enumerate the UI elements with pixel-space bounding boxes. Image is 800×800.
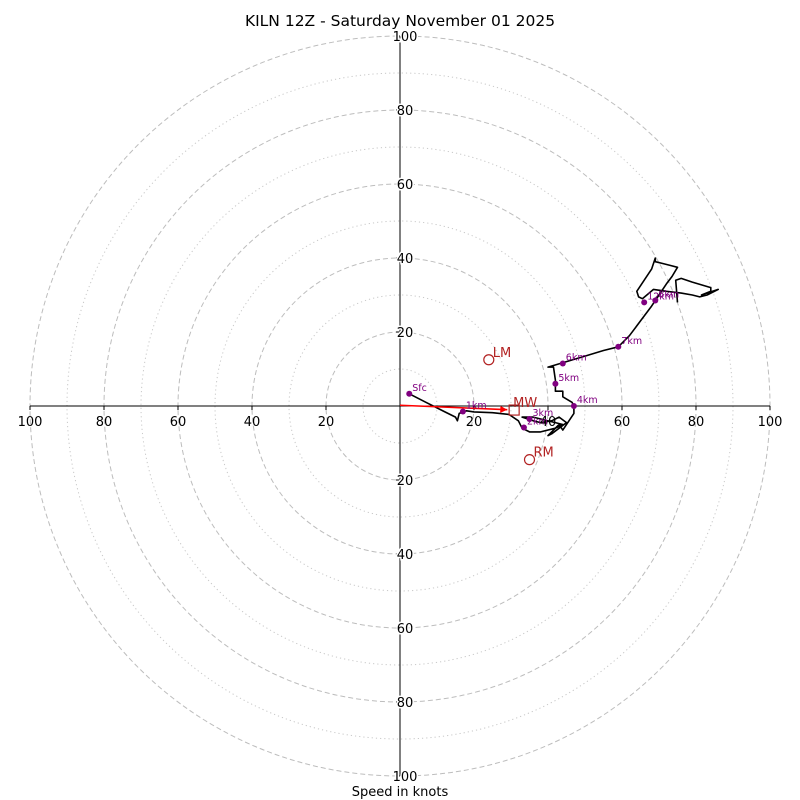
storm-motion-arrow: [399, 404, 508, 411]
mean-wind-marker: [508, 404, 520, 416]
chart-title: KILN 12Z - Saturday November 01 2025: [245, 12, 555, 30]
height-marker-dot: [570, 403, 577, 409]
x-tick-label: 20: [318, 415, 335, 430]
height-marker-label: 5km: [558, 373, 579, 384]
height-marker-dot: [552, 380, 559, 387]
height-marker-label: 6km: [566, 352, 587, 363]
height-marker-dot: [459, 408, 466, 415]
x-tick-label: 20: [466, 415, 483, 430]
height-marker-dot: [559, 360, 566, 367]
height-marker-dot: [406, 390, 413, 397]
height-marker-dot: [615, 343, 622, 350]
height-marker-label: 3km: [533, 408, 554, 419]
y-tick-label: 100: [393, 770, 418, 785]
left-mover-marker: [483, 354, 495, 366]
height-marker-label: 2km: [527, 416, 548, 427]
y-tick-label: 40: [397, 548, 414, 563]
y-tick-label: 20: [397, 474, 414, 489]
x-tick-label: 100: [758, 415, 783, 430]
x-tick-label: 60: [170, 415, 187, 430]
height-marker-label: 12km: [647, 291, 674, 302]
y-tick-label: 80: [397, 104, 414, 119]
height-marker-label: 4km: [577, 395, 598, 406]
right-mover-marker: [523, 454, 536, 466]
y-tick-label: 60: [397, 622, 414, 637]
y-tick-label: 40: [397, 252, 414, 267]
left-mover-label: LM: [493, 346, 511, 361]
wind-trace: [408, 257, 720, 437]
storm-motion: MW LM RM: [399, 346, 554, 466]
y-tick-label: 60: [397, 178, 414, 193]
height-marker-dot: [526, 415, 533, 422]
height-marker-label: 1km: [466, 401, 487, 412]
height-marker-label: 7km: [621, 336, 642, 347]
x-tick-label: 40: [540, 415, 557, 430]
hodograph-line: [408, 257, 720, 437]
x-tick-label: 40: [244, 415, 261, 430]
y-tick-label: 100: [393, 30, 418, 45]
storm-motion-arrowhead: [500, 405, 508, 413]
mean-wind-label: MW: [513, 396, 537, 411]
height-marker-dot: [520, 424, 527, 431]
x-tick-label: 80: [96, 415, 113, 430]
y-tick-label: 80: [397, 696, 414, 711]
height-marker-label: 8km: [658, 290, 679, 301]
x-tick-label: 60: [614, 415, 631, 430]
x-axis-label: Speed in knots: [352, 785, 449, 800]
y-tick-label: 20: [397, 326, 414, 341]
tick-labels: 100 80 60 40 20 20 40 60 80 100 100 80 60 40 20 20 40 60 8…: [18, 29, 783, 787]
height-marker-dot: [652, 297, 659, 304]
height-marker-dot: [641, 299, 648, 306]
x-tick-label: 80: [688, 415, 705, 430]
x-tick-label: 100: [18, 415, 43, 430]
right-mover-label: RM: [534, 446, 554, 461]
height-marker-label: Sfc: [412, 383, 427, 394]
